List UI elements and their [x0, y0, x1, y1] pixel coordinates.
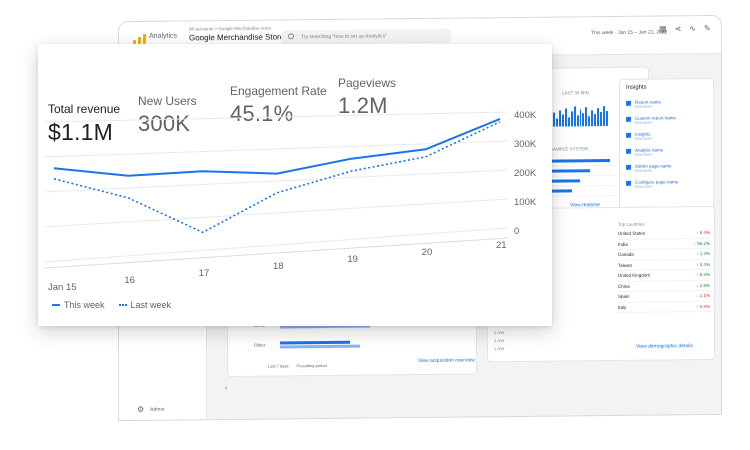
metrics-overlay-card: Total revenue $1.1M New Users 300K Engag…: [38, 44, 552, 326]
kpi-value: $1.1M: [48, 119, 113, 145]
x-tick-label: Jan 15: [48, 282, 77, 293]
chart-legend: This week Last week: [52, 300, 171, 310]
y-tick-label: 200K: [514, 168, 537, 179]
kpi-label: Total revenue: [48, 102, 121, 116]
x-tick-label: 18: [273, 261, 284, 272]
gridline: [43, 111, 509, 123]
gridline: [43, 227, 509, 263]
x-axis-line: [43, 237, 509, 269]
y-tick-label: 0: [514, 226, 519, 237]
kpi-label: Pageviews: [338, 76, 397, 90]
x-tick-label: 21: [496, 240, 507, 251]
x-tick-label: 20: [422, 247, 433, 258]
series-last-week-line: [53, 121, 501, 234]
kpi-label: New Users: [138, 94, 197, 108]
kpi-total-revenue[interactable]: Total revenue $1.1M: [48, 102, 120, 146]
solid-line-swatch-icon: [52, 304, 60, 306]
x-tick-label: 17: [199, 268, 210, 279]
kpi-value: 1.2M: [338, 93, 388, 118]
gridline: [43, 140, 509, 158]
x-tick-label: 19: [347, 254, 358, 265]
dotted-line-swatch-icon: [118, 304, 127, 306]
chart-x-ticks: Jan 15 16 17 18 19 20 21: [48, 240, 507, 293]
chart-series: [53, 117, 501, 234]
gridline: [43, 169, 509, 193]
gridline: [43, 198, 509, 228]
kpi-value: 45.1%: [230, 101, 294, 126]
series-this-week-line: [53, 117, 501, 177]
chart-y-ticks: 0 100K 200K 300K 400K: [514, 110, 537, 237]
y-tick-label: 300K: [514, 139, 537, 150]
kpi-value: 300K: [138, 111, 191, 136]
kpi-new-users[interactable]: New Users 300K: [138, 94, 197, 137]
kpi-label: Engagement Rate: [230, 84, 327, 98]
legend-this-week[interactable]: This week: [52, 300, 105, 310]
y-tick-label: 400K: [514, 110, 537, 121]
kpi-pageviews[interactable]: Pageviews 1.2M: [338, 76, 396, 119]
kpi-engagement-rate[interactable]: Engagement Rate 45.1%: [230, 84, 327, 127]
chart-gridlines: [43, 111, 509, 269]
y-tick-label: 100K: [514, 197, 537, 208]
x-tick-label: 16: [124, 275, 135, 286]
legend-last-week[interactable]: Last week: [118, 300, 171, 310]
